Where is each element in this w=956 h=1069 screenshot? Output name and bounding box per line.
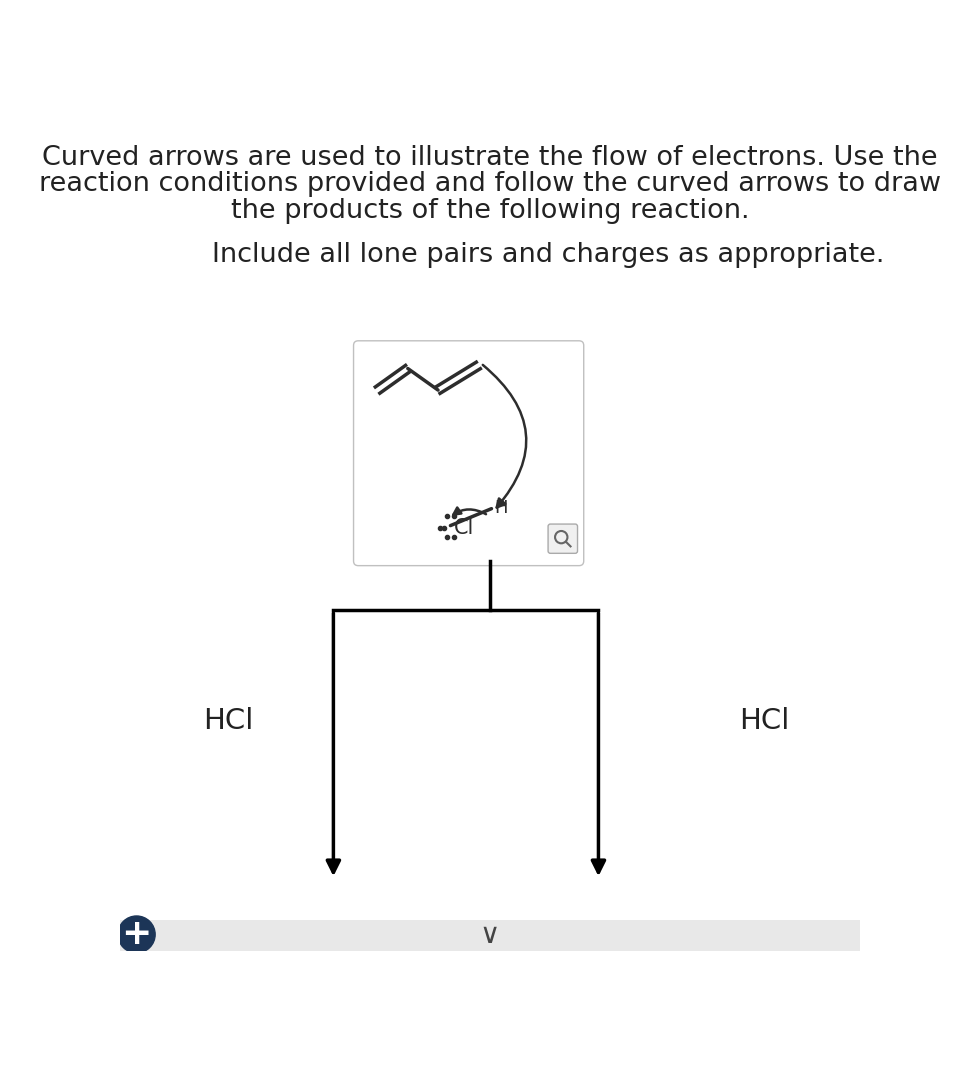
FancyArrowPatch shape: [483, 365, 526, 508]
Text: ∨: ∨: [480, 921, 500, 949]
Text: +: +: [121, 917, 152, 951]
Text: Include all lone pairs and charges as appropriate.: Include all lone pairs and charges as ap…: [212, 243, 885, 268]
Text: Curved arrows are used to illustrate the flow of electrons. Use the: Curved arrows are used to illustrate the…: [42, 145, 938, 171]
Text: reaction conditions provided and follow the curved arrows to draw: reaction conditions provided and follow …: [39, 171, 941, 198]
FancyBboxPatch shape: [548, 524, 577, 554]
FancyArrowPatch shape: [453, 508, 486, 514]
Text: H: H: [494, 499, 508, 517]
Text: HCl: HCl: [740, 708, 790, 735]
FancyBboxPatch shape: [354, 341, 584, 566]
Text: Cl: Cl: [453, 517, 474, 538]
Text: HCl: HCl: [204, 708, 253, 735]
Text: the products of the following reaction.: the products of the following reaction.: [230, 198, 750, 223]
Circle shape: [118, 916, 155, 952]
Bar: [120, 919, 860, 951]
